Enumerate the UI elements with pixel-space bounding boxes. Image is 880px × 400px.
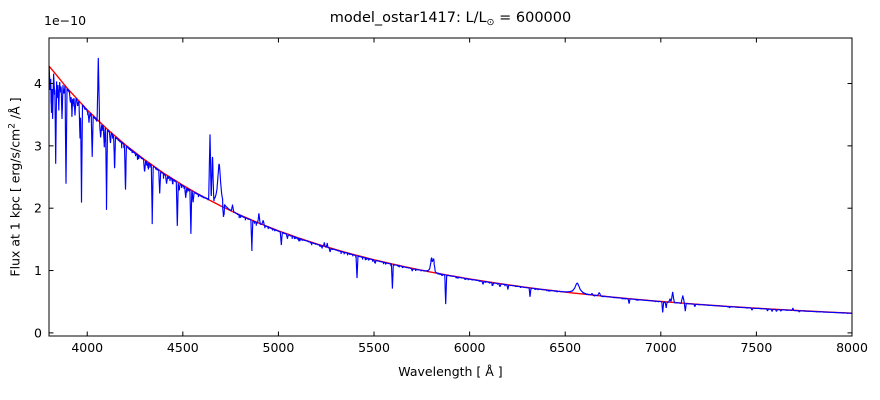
x-tick-label: 7500 [740,340,772,355]
axes-frame [48,37,853,337]
y-tick-label: 3 [34,138,42,153]
x-axis-label: Wavelength [ Å ] [398,364,503,379]
x-tick-label: 6500 [549,340,581,355]
x-tick-label: 5500 [358,340,390,355]
y-tick-label: 1 [34,263,42,278]
y-tick-label: 0 [34,325,42,340]
plot-title-text: model_ostar1417: L/L [329,10,487,26]
spectrum-line [49,57,852,314]
plot-title-value: = 600000 [494,10,572,26]
x-tick-label: 4000 [71,340,103,355]
y-axis-offset-text: 1e−10 [44,13,87,28]
y-tick-label: 4 [34,76,42,91]
x-tick-label: 7000 [645,340,677,355]
x-tick-label: 4500 [167,340,199,355]
sun-symbol: ⊙ [486,17,495,28]
x-tick-label: 5000 [263,340,295,355]
plot-title: model_ostar1417: L/L⊙ = 600000 [49,10,852,28]
y-tick-label: 2 [34,201,42,216]
x-tick-label: 8000 [836,340,868,355]
x-tick-label: 6000 [454,340,486,355]
